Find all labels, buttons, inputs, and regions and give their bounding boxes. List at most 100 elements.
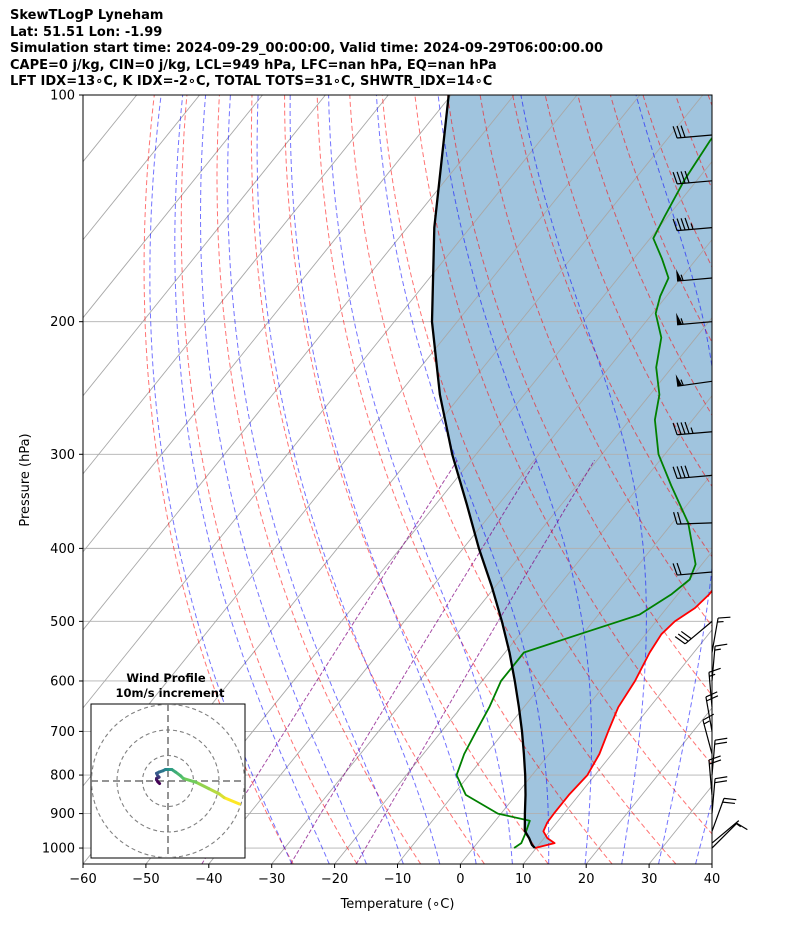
barb-full-flag bbox=[736, 822, 748, 831]
barb-full-flag bbox=[680, 171, 686, 184]
profile-lines bbox=[430, 95, 712, 849]
barb-half-flag bbox=[680, 318, 684, 325]
simulation-times: Simulation start time: 2024-09-29_00:00:… bbox=[10, 41, 603, 57]
wind-barb bbox=[711, 820, 742, 844]
x-tick-label: 10 bbox=[515, 872, 532, 887]
barb-half-flag bbox=[703, 720, 710, 725]
hodograph-inset: Wind Profile 10m/s increment bbox=[90, 671, 246, 859]
barb-half-flag bbox=[714, 648, 721, 651]
y-tick-label: 800 bbox=[50, 769, 75, 784]
dry-adiabat bbox=[741, 95, 794, 864]
barb-full-flag bbox=[709, 759, 722, 765]
mixing-ratio-line bbox=[355, 460, 595, 864]
barb-full-flag bbox=[684, 170, 690, 184]
dry-adiabat bbox=[143, 95, 294, 864]
stability-indices: LFT IDX=13∘C, K IDX=-2∘C, TOTAL TOTS=31∘… bbox=[10, 74, 493, 90]
wind-barb bbox=[676, 312, 713, 326]
barb-full-flag bbox=[684, 421, 690, 434]
wind-barb bbox=[711, 616, 731, 653]
wind-barb bbox=[672, 465, 713, 480]
wind-barb bbox=[711, 643, 728, 682]
barb-full-flag bbox=[672, 563, 678, 576]
wind-barb bbox=[711, 776, 728, 814]
wind-barb bbox=[711, 737, 728, 776]
barb-staff bbox=[708, 759, 713, 795]
isotherm bbox=[83, 95, 389, 475]
moist-adiabat bbox=[635, 95, 712, 864]
barb-staff bbox=[711, 646, 716, 682]
barb-half-flag bbox=[680, 379, 684, 386]
barb-staff bbox=[705, 696, 713, 732]
barb-staff bbox=[677, 431, 713, 436]
dry-adiabat bbox=[447, 95, 712, 697]
barb-full-flag bbox=[674, 636, 686, 645]
x-tick-label: −20 bbox=[321, 872, 348, 887]
barb-full-flag bbox=[722, 801, 735, 805]
moist-adiabat bbox=[227, 95, 404, 864]
dry-adiabat bbox=[773, 95, 794, 864]
wind-barb bbox=[708, 667, 721, 708]
y-tick-label: 500 bbox=[50, 615, 75, 630]
y-ticks: 100 200 300 400 500 600 700 800 900 1000 bbox=[42, 89, 83, 857]
moist-adiabat bbox=[149, 95, 293, 864]
barb-full-flag bbox=[672, 126, 678, 139]
barb-staff bbox=[677, 227, 713, 232]
dry-adiabat bbox=[642, 95, 712, 269]
isotherm bbox=[83, 95, 515, 631]
dry-adiabat bbox=[381, 95, 712, 835]
barb-full-flag bbox=[680, 422, 686, 435]
barb-staff bbox=[711, 778, 716, 814]
barb-full-flag bbox=[680, 465, 686, 478]
dry-adiabat bbox=[250, 95, 485, 864]
wind-barb bbox=[672, 217, 713, 232]
y-tick-label: 700 bbox=[50, 725, 75, 740]
x-tick-label: −30 bbox=[258, 872, 285, 887]
dry-adiabat bbox=[544, 95, 712, 488]
barb-pennant bbox=[676, 269, 683, 282]
wind-barb bbox=[672, 421, 713, 436]
cape-fill-layer bbox=[432, 95, 712, 848]
isotherm bbox=[83, 95, 326, 397]
barb-staff bbox=[702, 719, 713, 755]
barb-full-flag bbox=[680, 630, 692, 640]
barb-staff bbox=[711, 798, 725, 832]
wind-barb bbox=[676, 269, 713, 282]
barb-full-flag bbox=[673, 512, 678, 525]
barb-full-flag bbox=[718, 616, 731, 619]
wind-barb bbox=[672, 170, 713, 185]
y-tick-label: 400 bbox=[50, 542, 75, 557]
barb-staff bbox=[711, 617, 719, 653]
dry-adiabat bbox=[707, 95, 712, 107]
parcel-line bbox=[430, 95, 536, 849]
x-ticks: −60 −50 −40 −30 −20 −10 0 10 20 30 40 bbox=[69, 864, 720, 887]
dry-adiabat bbox=[216, 95, 422, 864]
wind-barb bbox=[674, 620, 713, 645]
barb-full-flag bbox=[684, 217, 690, 230]
isotherm bbox=[585, 707, 712, 864]
barb-full-flag bbox=[677, 633, 689, 642]
moist-adiabat bbox=[328, 95, 513, 864]
y-tick-label: 100 bbox=[50, 89, 75, 104]
isotherm bbox=[460, 551, 712, 864]
barb-full-flag bbox=[684, 465, 690, 478]
barb-staff bbox=[677, 180, 713, 185]
barb-staff bbox=[711, 820, 740, 844]
wind-barb bbox=[711, 822, 748, 849]
x-tick-label: −60 bbox=[69, 872, 96, 887]
dry-adiabat bbox=[414, 95, 712, 766]
barb-pennant bbox=[676, 312, 683, 325]
barb-full-flag bbox=[680, 218, 686, 231]
barb-full-flag bbox=[676, 218, 682, 231]
y-tick-label: 200 bbox=[50, 315, 75, 330]
wind-barb bbox=[673, 511, 713, 525]
isotherm bbox=[83, 95, 263, 319]
barb-full-flag bbox=[714, 737, 728, 741]
y-axis-label: Pressure (hPa) bbox=[18, 433, 33, 526]
dry-adiabat bbox=[577, 95, 712, 416]
temperature-line bbox=[534, 589, 712, 849]
hodograph-segment bbox=[207, 787, 221, 796]
isotherm bbox=[522, 629, 712, 864]
barb-full-flag bbox=[672, 422, 678, 435]
barb-half-flag bbox=[690, 223, 694, 230]
isotherm bbox=[271, 317, 712, 864]
